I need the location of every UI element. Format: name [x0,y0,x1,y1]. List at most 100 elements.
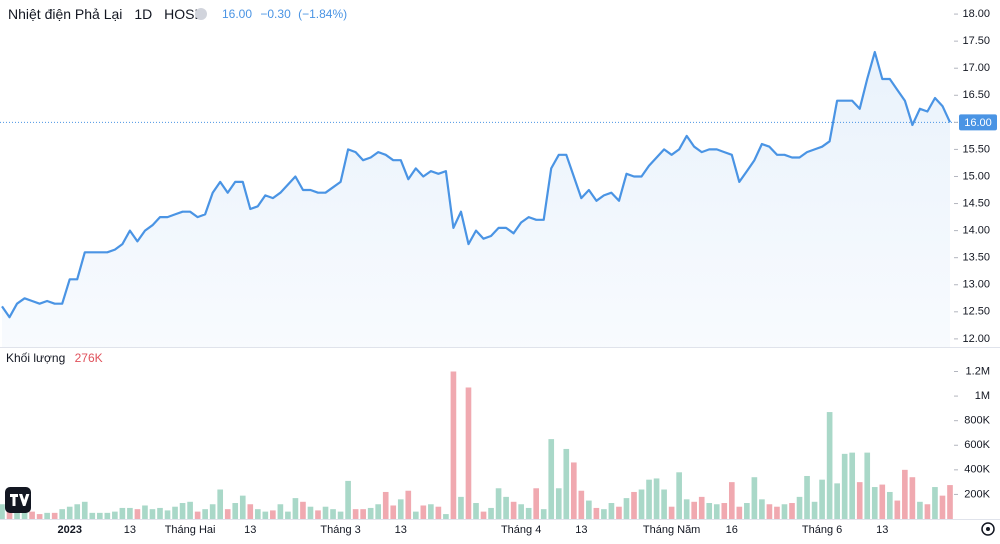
volume-bar [518,504,524,519]
volume-bar [435,506,442,519]
volume-bar [879,484,886,519]
volume-bar [270,510,276,519]
x-tick-label: Tháng 3 [320,524,360,536]
volume-bar [330,509,336,519]
volume-bar [616,506,622,519]
volume-bar [909,477,916,519]
volume-bar [676,472,682,519]
volume-bar [796,496,803,519]
volume-bar [932,487,938,519]
settings-icon[interactable] [981,522,995,536]
last-price-tag-label: 16.00 [964,117,992,129]
volume-bar [811,501,818,519]
volume-bar [209,504,216,519]
volume-bar [127,507,133,519]
y-tick-label: 1.2M [966,365,990,377]
volume-bar [924,504,931,519]
volume-bar [819,479,825,519]
volume-bar [698,496,705,519]
volume-bar [315,510,321,519]
volume-bar [728,482,735,519]
volume-bar [232,503,239,519]
x-tick-label: 13 [124,524,136,536]
volume-bar [668,506,675,519]
volume-bar [653,478,660,519]
volume-bar [66,506,73,519]
volume-bar [194,511,201,519]
y-tick-label: 13.00 [962,279,990,291]
volume-bar [713,504,720,519]
volume-bar [104,512,111,519]
y-tick-label: 15.00 [962,170,990,182]
volume-bar [774,506,780,519]
volume-bar [465,387,472,519]
y-tick-label: 18.00 [962,8,990,20]
y-tick-label: 800K [964,415,990,427]
y-tick-label: 16.50 [962,89,990,101]
price-legend: Nhiệt điện Phả Lại 1D HOSE [8,6,204,22]
volume-bar [736,506,743,519]
volume-bar [939,495,946,519]
volume-bar [74,504,81,519]
y-tick-label: 17.50 [962,35,990,47]
volume-bar [29,511,35,519]
x-tick-label: Tháng 4 [501,524,541,536]
volume-bar [307,506,314,519]
volume-bar [360,509,366,519]
volume-bar [292,498,299,519]
status-dot [195,8,207,20]
volume-bar [412,511,419,519]
y-tick-label: 600K [964,439,990,451]
x-tick-label: 2023 [57,524,81,536]
volume-legend: Khối lượng 276K [6,351,103,365]
volume-bar [593,507,600,519]
volume-bar [142,505,148,519]
volume-bar [352,509,359,519]
price-change-pct: (−1.84%) [298,7,347,21]
volume-bar [759,499,765,519]
volume-bar [902,469,908,519]
settings-button[interactable] [981,522,995,536]
volume-bar [285,511,291,519]
logo-badge [5,487,31,513]
volume-bar [555,488,562,519]
volume-bar [262,511,269,519]
volume-bar [0,504,5,519]
volume-bar [721,503,728,519]
volume-bar [510,501,517,519]
y-tick-label: 15.50 [962,143,990,155]
volume-bar [841,453,848,519]
volume-bar [548,439,555,519]
volume-bar [397,499,404,519]
y-tick-label: 200K [964,488,990,500]
volume-bar [683,499,690,519]
x-tick-label: Tháng 6 [802,524,842,536]
symbol-name: Nhiệt điện Phả Lại [8,6,122,22]
volume-bar [254,509,261,519]
volume-bar [917,501,923,519]
volume-bar [849,452,856,519]
y-tick-label: 14.00 [962,225,990,237]
price-area [2,52,950,347]
volume-bar [450,371,457,519]
volume-bar [495,488,502,519]
volume-bar [89,512,96,519]
y-tick-label: 12.00 [962,333,990,345]
volume-bar [51,512,58,519]
volume-bar [420,505,427,519]
volume-bar [601,509,607,519]
y-tick-label: 12.50 [962,306,990,318]
x-tick-label: 16 [726,524,738,536]
x-tick-label: Tháng Năm [643,524,700,536]
volume-bar [751,477,758,519]
volume-bar [540,509,547,519]
volume-bar [563,448,570,519]
volume-bar [96,512,103,519]
volume-last: 276K [75,351,103,365]
price-change: −0.30 [260,7,291,21]
volume-bar [134,509,141,519]
y-tick-label: 14.50 [962,197,990,209]
price-line [1,50,951,319]
volume-bar [608,503,615,519]
volume-bar [172,506,178,519]
